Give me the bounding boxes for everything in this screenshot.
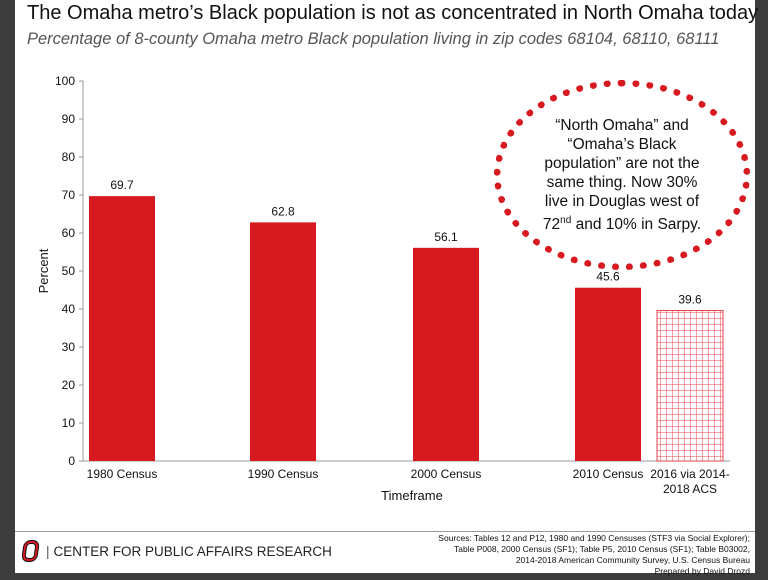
callout-line: “North Omaha” and <box>555 116 689 134</box>
y-tick-label: 60 <box>62 226 76 240</box>
x-tick-label: 2018 ACS <box>663 482 717 496</box>
x-tick-label: 1980 Census <box>87 467 158 481</box>
bar <box>413 247 479 461</box>
callout-annotation: “North Omaha” and “Omaha’s Black populat… <box>494 80 750 270</box>
bar <box>250 222 316 461</box>
callout-line: 72 <box>542 216 561 234</box>
sources-note: Sources: Tables 12 and P12, 1980 and 199… <box>438 533 750 577</box>
source-line: Prepared by David Drozd <box>654 566 750 576</box>
callout-line: and 10% in Sarpy. <box>571 216 702 234</box>
x-tick-label: 2000 Census <box>411 467 482 481</box>
callout-line: population” are not the <box>544 154 700 172</box>
source-line: 2014-2018 American Community Survey, U.S… <box>515 555 750 565</box>
y-tick-label: 100 <box>55 74 75 88</box>
y-tick-label: 20 <box>62 378 76 392</box>
callout-line: live in Douglas west of <box>544 192 700 210</box>
y-axis-title: Percent <box>36 248 51 293</box>
org-name: CENTER FOR PUBLIC AFFAIRS RESEARCH <box>53 543 332 559</box>
source-line: Table P008, 2000 Census (SF1); Table P5,… <box>454 544 750 554</box>
footer-logo: | CENTER FOR PUBLIC AFFAIRS RESEARCH <box>22 540 332 562</box>
x-axis-title: Timeframe <box>381 488 443 503</box>
bar <box>575 287 641 461</box>
source-line: Sources: Tables 12 and P12, 1980 and 199… <box>438 533 750 543</box>
bar <box>656 310 724 462</box>
data-label: 56.1 <box>434 230 458 244</box>
page-title: The Omaha metro’s Black population is no… <box>27 2 759 24</box>
y-tick-label: 40 <box>62 302 76 316</box>
bar <box>89 196 155 461</box>
x-tick-label: 1990 Census <box>248 467 319 481</box>
y-tick-label: 90 <box>62 112 76 126</box>
callout-line: “Omaha’s Black <box>567 135 677 153</box>
x-tick-label: 2016 via 2014- <box>650 467 729 481</box>
y-tick-label: 0 <box>68 454 75 468</box>
callout-sup: nd <box>560 214 572 226</box>
university-o-logo-icon <box>22 540 40 562</box>
callout-line: same thing. Now 30% <box>546 173 698 191</box>
bar-chart: 0 10 20 30 40 50 60 70 80 90 100 69.7 1980 Census 62.… <box>36 74 730 503</box>
page-subtitle: Percentage of 8-county Omaha metro Black… <box>27 30 720 48</box>
y-tick-label: 50 <box>62 264 76 278</box>
y-tick-label: 30 <box>62 340 76 354</box>
y-tick-label: 70 <box>62 188 76 202</box>
data-label: 45.6 <box>596 270 620 284</box>
y-tick-label: 10 <box>62 416 76 430</box>
data-label: 39.6 <box>678 293 702 307</box>
x-tick-label: 2010 Census <box>573 467 644 481</box>
footer-divider <box>15 531 755 532</box>
data-label: 69.7 <box>110 178 134 192</box>
y-tick-label: 80 <box>62 150 76 164</box>
data-label: 62.8 <box>271 204 295 218</box>
